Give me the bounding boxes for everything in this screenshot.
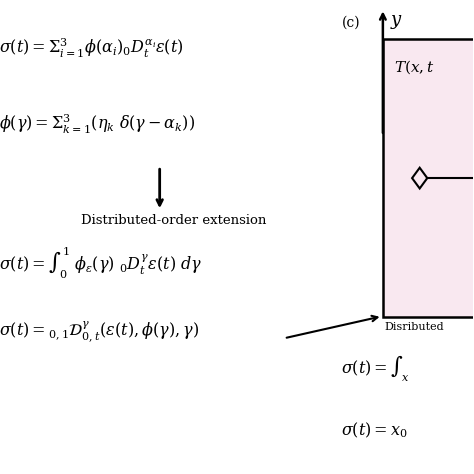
Text: $T(x, t$: $T(x, t$ [394,58,435,76]
Text: $\phi(\gamma) = \Sigma_{k=1}^{3}(\eta_k\ \delta(\gamma - \alpha_k))$: $\phi(\gamma) = \Sigma_{k=1}^{3}(\eta_k\… [0,112,195,136]
Text: $\sigma(t) = x_0$: $\sigma(t) = x_0$ [341,420,408,440]
Text: Disributed: Disributed [384,322,444,332]
Text: $\sigma(t) = \int_0^{1}\ \phi_\epsilon(\gamma)\ {}_0D_t^{\gamma}\epsilon(t)\ d\g: $\sigma(t) = \int_0^{1}\ \phi_\epsilon(\… [0,245,202,281]
Text: (c): (c) [341,16,360,29]
Text: Distributed-order extension: Distributed-order extension [82,214,267,227]
Text: $\sigma(t) = \Sigma_{i=1}^{3}\phi(\alpha_i){}_0D_t^{\alpha_i}\epsilon(t)$: $\sigma(t) = \Sigma_{i=1}^{3}\phi(\alpha… [0,37,183,60]
Text: $y$: $y$ [390,13,403,31]
Text: $\sigma(t) = \int_x$: $\sigma(t) = \int_x$ [341,354,410,384]
Bar [383,39,474,317]
Text: $\sigma(t) = {}_{0,1}\mathcal{D}_{0,t}^{\gamma}(\epsilon(t), \phi(\gamma), \gamm: $\sigma(t) = {}_{0,1}\mathcal{D}_{0,t}^{… [0,319,199,344]
